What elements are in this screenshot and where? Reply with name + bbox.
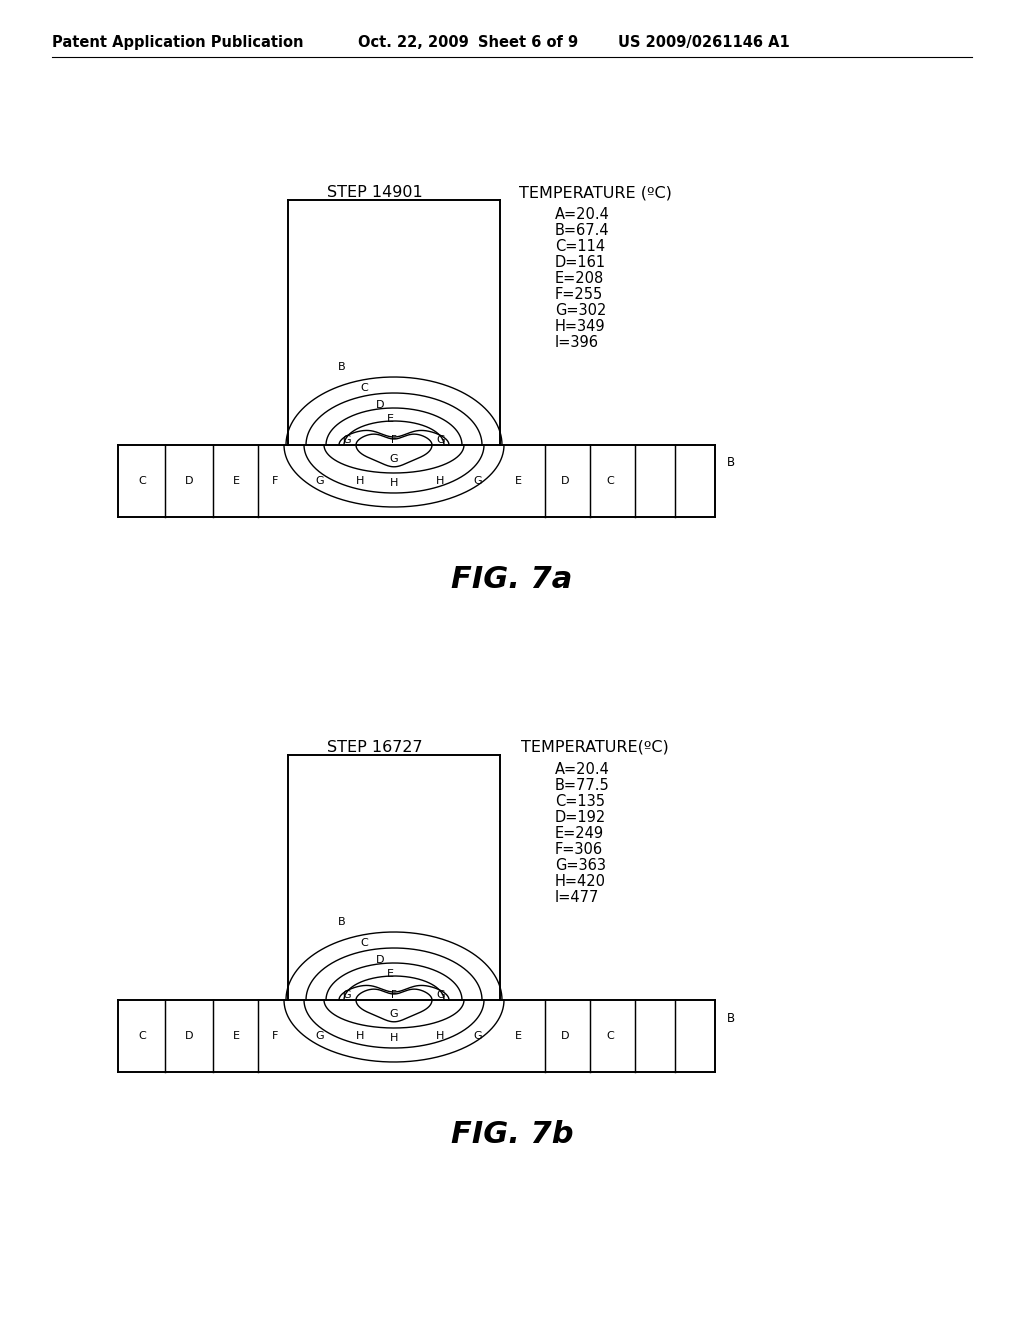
Text: E: E bbox=[232, 1031, 240, 1041]
Text: B=67.4: B=67.4 bbox=[555, 223, 609, 238]
Text: G: G bbox=[474, 477, 482, 486]
Text: TEMPERATURE(ºC): TEMPERATURE(ºC) bbox=[521, 741, 669, 755]
Text: H: H bbox=[355, 1031, 365, 1041]
Text: D: D bbox=[561, 477, 569, 486]
Text: G=302: G=302 bbox=[555, 304, 606, 318]
Text: FIG. 7a: FIG. 7a bbox=[452, 565, 572, 594]
Text: C: C bbox=[138, 1031, 145, 1041]
Text: D=161: D=161 bbox=[555, 255, 606, 271]
Text: G: G bbox=[343, 436, 351, 445]
Text: H: H bbox=[355, 477, 365, 486]
Text: B=77.5: B=77.5 bbox=[555, 777, 609, 793]
Text: C=135: C=135 bbox=[555, 795, 605, 809]
Text: G: G bbox=[474, 1031, 482, 1041]
Text: D: D bbox=[561, 1031, 569, 1041]
Text: F: F bbox=[271, 1031, 279, 1041]
Text: C: C bbox=[606, 477, 613, 486]
Text: I=477: I=477 bbox=[555, 890, 599, 906]
Text: TEMPERATURE (ºC): TEMPERATURE (ºC) bbox=[518, 185, 672, 201]
Text: Sheet 6 of 9: Sheet 6 of 9 bbox=[478, 36, 579, 50]
Text: US 2009/0261146 A1: US 2009/0261146 A1 bbox=[618, 36, 790, 50]
Text: E: E bbox=[386, 414, 393, 424]
Text: B: B bbox=[727, 457, 735, 470]
Text: Patent Application Publication: Patent Application Publication bbox=[52, 36, 303, 50]
Text: D: D bbox=[184, 477, 194, 486]
Text: C: C bbox=[360, 383, 368, 393]
Text: E: E bbox=[386, 969, 393, 979]
Text: F: F bbox=[391, 990, 397, 1001]
Text: E: E bbox=[514, 1031, 521, 1041]
Text: B: B bbox=[338, 917, 346, 927]
Text: C: C bbox=[360, 939, 368, 948]
Text: F: F bbox=[271, 477, 279, 486]
Text: H: H bbox=[390, 1034, 398, 1043]
Text: G: G bbox=[315, 1031, 325, 1041]
Text: STEP 14901: STEP 14901 bbox=[327, 185, 423, 201]
Text: A=20.4: A=20.4 bbox=[555, 207, 610, 222]
Text: G: G bbox=[390, 454, 398, 465]
Text: G=363: G=363 bbox=[555, 858, 606, 873]
Text: E=208: E=208 bbox=[555, 271, 604, 286]
Text: E: E bbox=[232, 477, 240, 486]
Text: F=306: F=306 bbox=[555, 842, 603, 857]
Text: E: E bbox=[514, 477, 521, 486]
Text: B: B bbox=[727, 1011, 735, 1024]
Text: D: D bbox=[376, 954, 384, 965]
Text: D=192: D=192 bbox=[555, 810, 606, 825]
Text: G: G bbox=[436, 436, 445, 445]
Text: G: G bbox=[315, 477, 325, 486]
Text: C: C bbox=[138, 477, 145, 486]
Text: STEP 16727: STEP 16727 bbox=[328, 741, 423, 755]
Text: G: G bbox=[436, 990, 445, 1001]
Text: B: B bbox=[338, 362, 346, 372]
Text: D: D bbox=[184, 1031, 194, 1041]
Text: H: H bbox=[390, 478, 398, 488]
Text: H=420: H=420 bbox=[555, 874, 606, 888]
Text: A=20.4: A=20.4 bbox=[555, 762, 610, 777]
Text: F: F bbox=[391, 436, 397, 445]
Text: H=349: H=349 bbox=[555, 319, 605, 334]
Text: E=249: E=249 bbox=[555, 826, 604, 841]
Text: C: C bbox=[606, 1031, 613, 1041]
Text: Oct. 22, 2009: Oct. 22, 2009 bbox=[358, 36, 469, 50]
Text: FIG. 7b: FIG. 7b bbox=[451, 1119, 573, 1148]
Text: F=255: F=255 bbox=[555, 286, 603, 302]
Text: H: H bbox=[436, 1031, 444, 1041]
Text: I=396: I=396 bbox=[555, 335, 599, 350]
Text: D: D bbox=[376, 400, 384, 411]
Text: C=114: C=114 bbox=[555, 239, 605, 253]
Text: G: G bbox=[343, 990, 351, 1001]
Text: G: G bbox=[390, 1008, 398, 1019]
Text: H: H bbox=[436, 477, 444, 486]
